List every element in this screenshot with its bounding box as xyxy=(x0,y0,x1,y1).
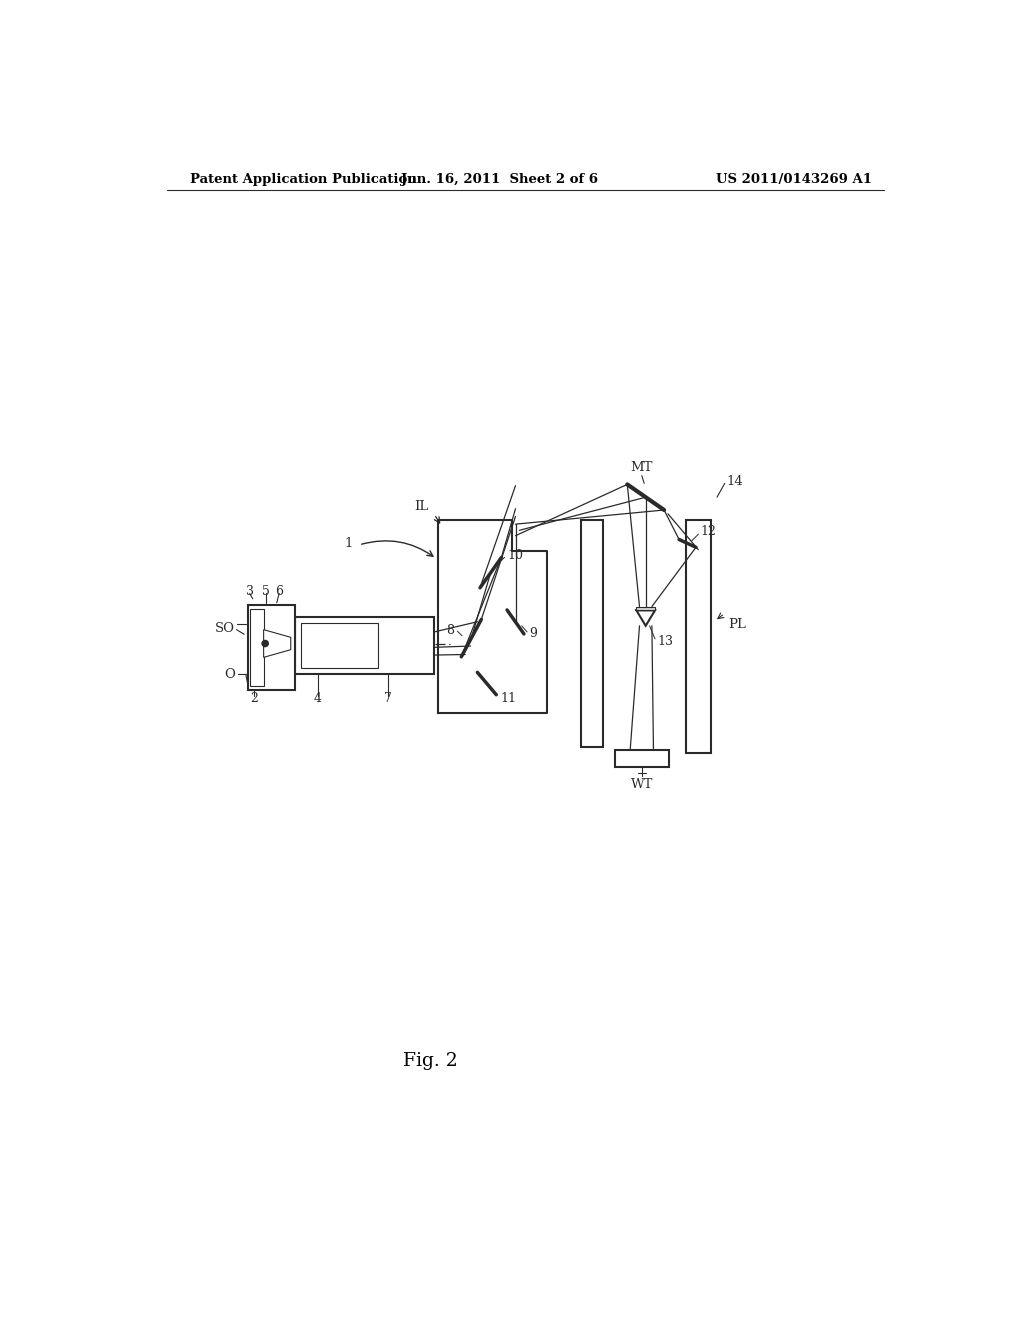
Text: 7: 7 xyxy=(384,693,391,705)
Text: MT: MT xyxy=(631,461,653,474)
Text: 9: 9 xyxy=(529,627,538,640)
Text: Patent Application Publication: Patent Application Publication xyxy=(190,173,417,186)
Text: 4: 4 xyxy=(314,693,322,705)
Polygon shape xyxy=(636,610,655,626)
Text: PL: PL xyxy=(728,619,745,631)
Text: 10: 10 xyxy=(508,549,523,562)
Polygon shape xyxy=(263,630,291,657)
Text: 2: 2 xyxy=(251,693,258,705)
Text: 1: 1 xyxy=(345,537,353,550)
Text: US 2011/0143269 A1: US 2011/0143269 A1 xyxy=(716,173,872,186)
Text: 3: 3 xyxy=(246,585,254,598)
Text: 13: 13 xyxy=(657,635,674,648)
Text: Fig. 2: Fig. 2 xyxy=(402,1052,458,1069)
Text: 12: 12 xyxy=(700,525,716,539)
Bar xyxy=(250,609,263,686)
Text: O: O xyxy=(224,668,234,681)
Text: WT: WT xyxy=(631,779,653,791)
Text: SO: SO xyxy=(215,622,234,635)
Bar xyxy=(301,623,378,668)
Bar xyxy=(686,520,711,752)
Text: IL: IL xyxy=(415,499,429,512)
Bar xyxy=(582,520,603,747)
Text: 6: 6 xyxy=(275,585,283,598)
Text: Jun. 16, 2011  Sheet 2 of 6: Jun. 16, 2011 Sheet 2 of 6 xyxy=(401,173,598,186)
Text: 8: 8 xyxy=(446,624,455,638)
Bar xyxy=(295,616,434,675)
Bar xyxy=(614,750,669,767)
Bar xyxy=(636,607,655,610)
Bar xyxy=(248,605,295,689)
Circle shape xyxy=(262,640,268,647)
Text: 14: 14 xyxy=(726,475,743,488)
Text: 5: 5 xyxy=(262,585,270,598)
Text: 11: 11 xyxy=(501,693,517,705)
